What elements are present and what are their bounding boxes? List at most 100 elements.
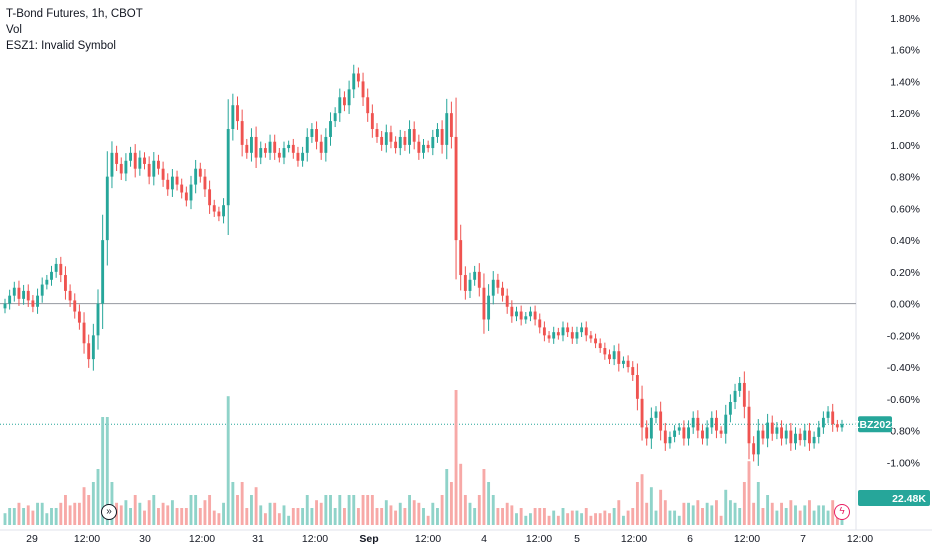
volume-bar <box>459 463 463 525</box>
candle <box>91 323 95 371</box>
volume-bar <box>305 495 309 525</box>
volume-bar <box>180 508 184 525</box>
candle <box>747 390 751 460</box>
volume-bar <box>236 495 239 525</box>
volume-bar <box>840 515 844 525</box>
candle <box>291 138 295 159</box>
volume-bar <box>510 505 514 525</box>
volume-bar <box>556 515 560 525</box>
lightning-icon[interactable]: ϟ <box>834 504 850 520</box>
candle <box>59 256 63 283</box>
candle <box>710 411 714 434</box>
candle <box>701 424 704 445</box>
candle <box>640 385 644 441</box>
candle <box>87 334 91 368</box>
volume-bar <box>375 508 379 525</box>
candle <box>403 131 407 151</box>
volume-bar <box>22 508 26 525</box>
candle <box>212 199 216 217</box>
dividend-arrow-icon[interactable]: » <box>101 504 117 520</box>
volume-bar <box>194 495 198 525</box>
volume-bar <box>715 500 718 525</box>
volume-bar <box>696 500 700 525</box>
volume-bar <box>728 500 732 525</box>
volume-bar <box>110 482 114 525</box>
candle <box>366 88 370 122</box>
candle <box>3 298 7 314</box>
compare-symbol-label[interactable]: ESZ1: Invalid Symbol <box>6 40 116 52</box>
candle <box>715 410 718 439</box>
candle <box>338 88 342 122</box>
volume-bar <box>68 505 72 525</box>
candle <box>733 383 737 410</box>
price-axis[interactable]: 1.80% 1.60% 1.40% 1.20% 1.00% 0.80% 0.60% 0.40%… <box>887 13 920 469</box>
time-tick-label: 29 <box>26 533 38 545</box>
candle <box>343 91 346 112</box>
volume-bar <box>370 495 374 525</box>
candle <box>817 420 821 444</box>
volume-bar <box>231 482 235 525</box>
volume-bar <box>77 502 81 525</box>
candle <box>556 327 560 340</box>
candle <box>598 338 602 353</box>
candle <box>147 156 151 185</box>
time-axis[interactable]: 29 12:00 30 12:00 31 12:00 Sep 12:00 4 12:00 5 12:0… <box>26 533 873 545</box>
candle <box>217 206 221 222</box>
symbol-title[interactable]: T-Bond Futures, 1h, CBOT <box>6 8 143 20</box>
candle <box>203 169 207 197</box>
candle <box>584 321 588 342</box>
candle <box>775 421 779 440</box>
volume-bar <box>487 482 491 525</box>
volume-bar <box>3 513 7 525</box>
candle <box>459 224 463 291</box>
volume-bar <box>770 502 774 525</box>
candle <box>124 153 128 182</box>
candle <box>738 377 742 397</box>
candle <box>240 109 244 157</box>
candle <box>380 131 384 151</box>
candle <box>436 123 439 143</box>
volume-bar <box>129 508 132 525</box>
volume-bar <box>226 396 230 525</box>
candle <box>510 300 514 323</box>
candle <box>394 136 398 154</box>
volume-bar <box>570 510 574 525</box>
volume-bar <box>691 505 695 525</box>
candle <box>538 313 542 334</box>
volume-bar <box>482 469 486 525</box>
candle <box>761 424 765 445</box>
candle <box>491 271 495 305</box>
candle <box>259 141 263 165</box>
volume-bar <box>259 505 263 525</box>
volume-bar <box>431 502 435 525</box>
chart-legend: T-Bond Futures, 1h, CBOT Vol ESZ1: Inval… <box>6 6 143 54</box>
candle <box>64 266 67 300</box>
price-tick-label: 1.60% <box>890 45 920 57</box>
volume-bar <box>519 508 523 525</box>
volume-bar <box>54 508 58 525</box>
candle <box>645 420 649 446</box>
candle <box>463 266 467 300</box>
volume-bar <box>626 510 630 525</box>
candle <box>835 419 839 432</box>
volume-bar <box>752 502 756 525</box>
candle <box>635 363 639 411</box>
volume-bar <box>338 495 342 525</box>
candle <box>673 425 677 443</box>
candle <box>756 419 760 466</box>
candle <box>77 304 81 330</box>
candle <box>17 280 21 306</box>
candle <box>287 140 291 153</box>
volume-indicator-label[interactable]: Vol <box>6 24 22 36</box>
candle <box>691 411 695 434</box>
candle <box>766 413 770 448</box>
candle <box>742 371 746 419</box>
volume-bar <box>687 502 690 525</box>
candle <box>794 427 797 450</box>
candle <box>198 162 202 183</box>
candle <box>752 436 756 462</box>
volume-bar <box>119 505 123 525</box>
candle <box>333 107 337 128</box>
candle <box>580 322 584 338</box>
